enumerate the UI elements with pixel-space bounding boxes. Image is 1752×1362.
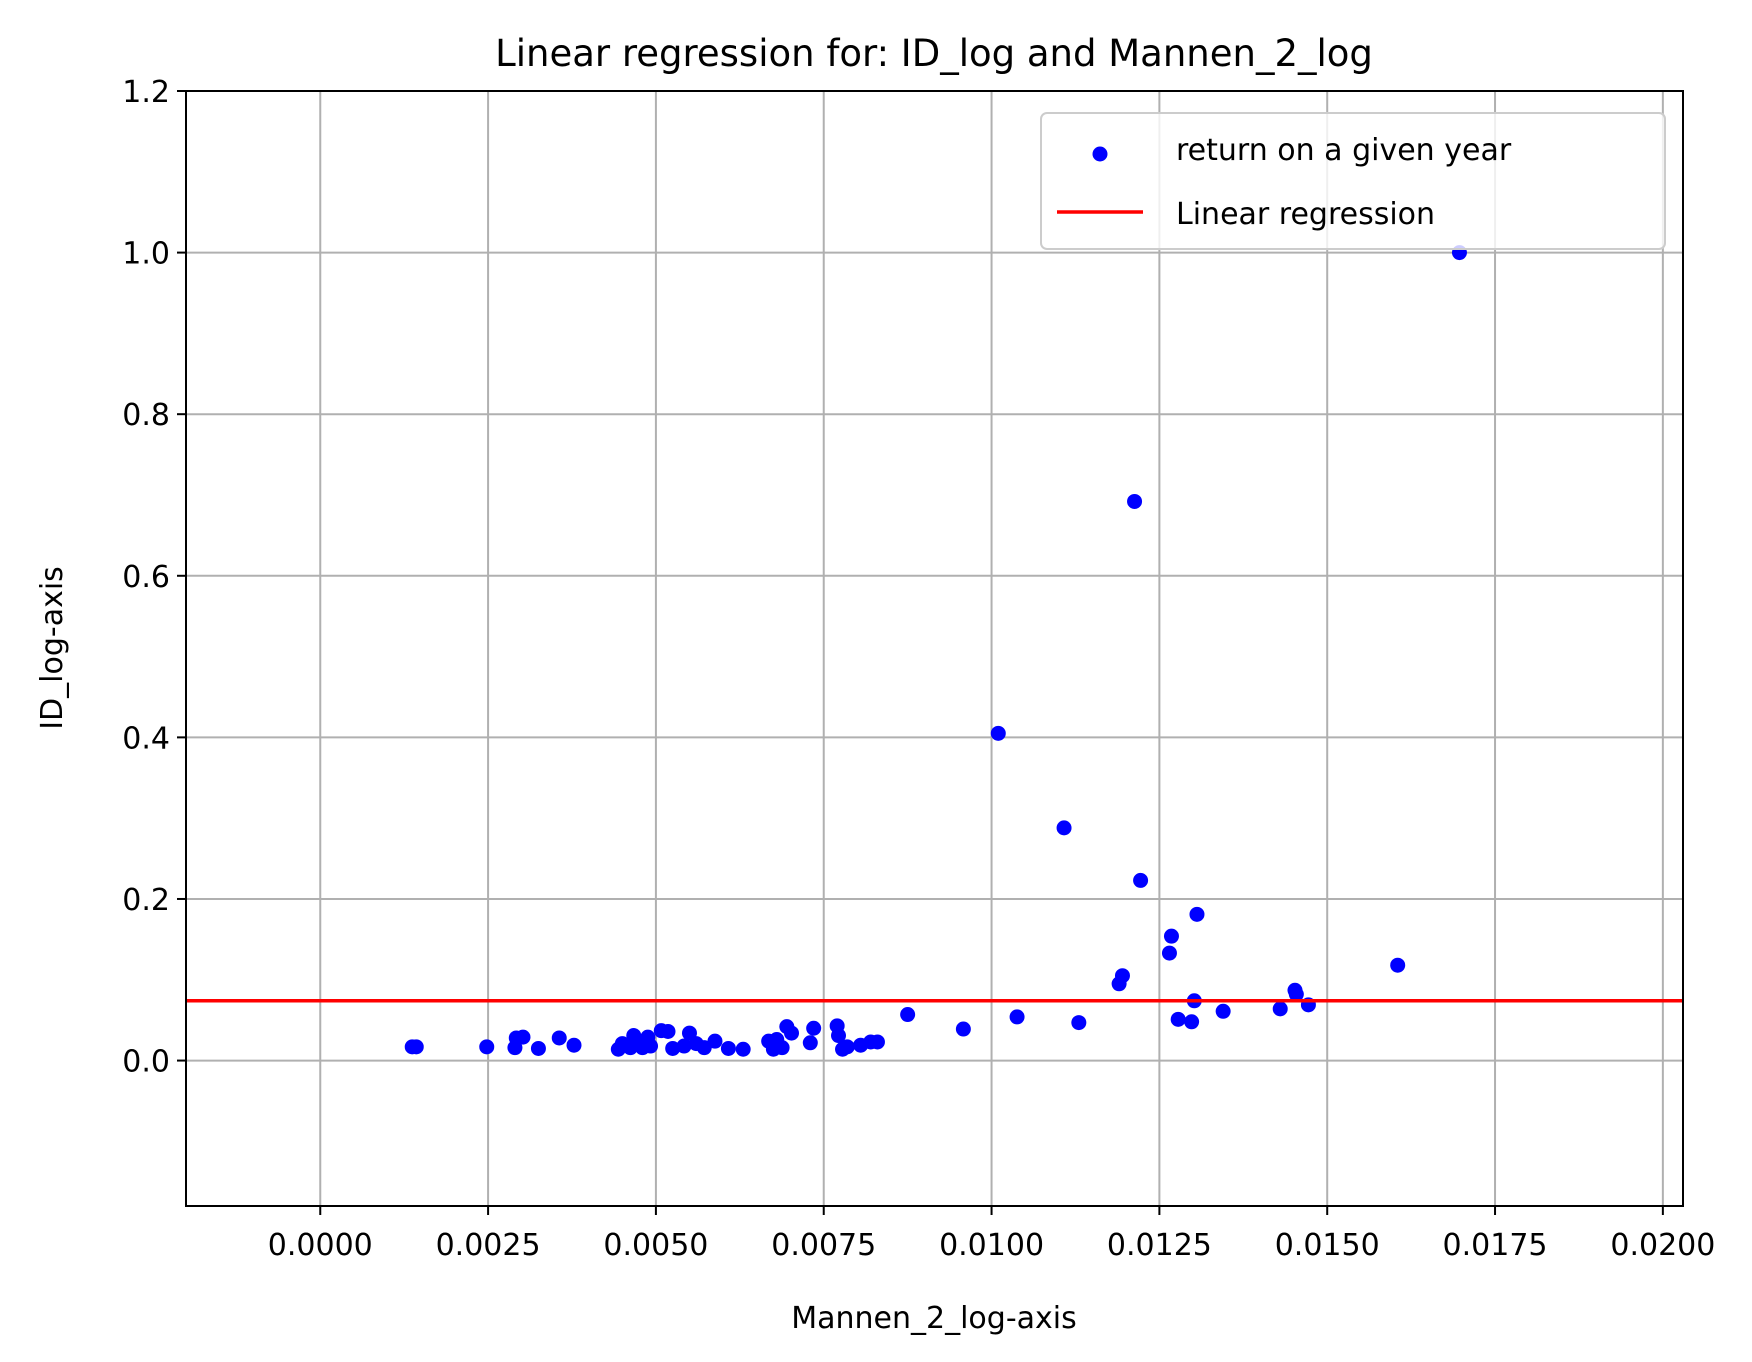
scatter-point [784,1025,800,1041]
x-tick-label: 0.0000 [268,1228,373,1263]
scatter-point [720,1040,736,1056]
plot-frame [185,90,1684,1207]
x-tick-label: 0.0175 [1443,1228,1548,1263]
y-axis-ticks: 0.0 0.2 0.4 0.6 0.8 1.0 1.2 [122,75,186,1080]
legend: return on a given year Linear regression [1040,112,1666,250]
scatter-point [839,1039,855,1055]
scatter-point [1163,928,1179,944]
scatter-point [707,1033,723,1049]
x-tick-label: 0.0125 [1107,1228,1212,1263]
y-tick-label: 0.4 [122,721,170,756]
scatter-point [408,1039,424,1055]
scatter-point [1390,957,1406,973]
grid-lines [186,90,1683,1206]
scatter-point [802,1035,818,1051]
scatter-point [774,1040,790,1056]
scatter-point [735,1041,751,1057]
scatter-point [1272,1001,1288,1017]
scatter-point [869,1034,885,1050]
scatter-point [530,1040,546,1056]
x-tick-label: 0.0050 [603,1228,708,1263]
y-tick-label: 0.6 [122,560,170,595]
x-axis-label: Mannen_2_log-axis [791,1301,1077,1336]
scatter-point [643,1038,659,1054]
scatter-point [660,1023,676,1039]
chart-title: Linear regression for: ID_log and Mannen… [495,32,1373,75]
scatter-point [566,1037,582,1053]
legend-label-regression: Linear regression [1176,197,1435,232]
scatter-point [1215,1003,1231,1019]
scatter-point [1184,1014,1200,1030]
scatter-point [1189,906,1205,922]
legend-scatter-marker [1092,146,1108,162]
y-tick-label: 0.2 [122,883,170,918]
scatter-point [1127,493,1143,509]
legend-label-scatter: return on a given year [1176,133,1512,168]
scatter-point [676,1038,692,1054]
x-tick-label: 0.0100 [939,1228,1044,1263]
scatter-point [479,1039,495,1055]
y-tick-label: 1.2 [122,75,170,110]
plot-area [186,245,1683,1057]
scatter-point [1056,820,1072,836]
x-tick-label: 0.0150 [1275,1228,1380,1263]
scatter-point [1071,1015,1087,1031]
scatter-point [665,1040,681,1056]
scatter-point [806,1020,822,1036]
y-tick-label: 1.0 [122,237,170,272]
scatter-point [1288,986,1304,1002]
y-axis-label: ID_log-axis [35,566,70,730]
scatter-point [1170,1011,1186,1027]
x-tick-label: 0.0075 [771,1228,876,1263]
scatter-point [1114,968,1130,984]
legend-box [1040,112,1666,250]
y-tick-label: 0.8 [122,398,170,433]
scatter-point [900,1007,916,1023]
x-tick-label: 0.0200 [1610,1228,1715,1263]
y-tick-label: 0.0 [122,1045,170,1080]
scatter-point [990,725,1006,741]
scatter-point [1161,945,1177,961]
scatter-point [1009,1009,1025,1025]
scatter-point [955,1021,971,1037]
scatter-point [551,1030,567,1046]
x-axis-ticks: 0.0000 0.0025 0.0050 0.0075 0.0100 0.0125 0.01… [268,1206,1715,1263]
scatter-point [515,1029,531,1045]
scatter-point [831,1028,847,1044]
x-tick-label: 0.0025 [436,1228,541,1263]
scatter-point [1133,872,1149,888]
